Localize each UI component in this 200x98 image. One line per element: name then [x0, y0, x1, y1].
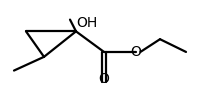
Text: O: O	[131, 45, 141, 59]
Text: OH: OH	[76, 16, 97, 30]
Text: O: O	[99, 72, 109, 86]
